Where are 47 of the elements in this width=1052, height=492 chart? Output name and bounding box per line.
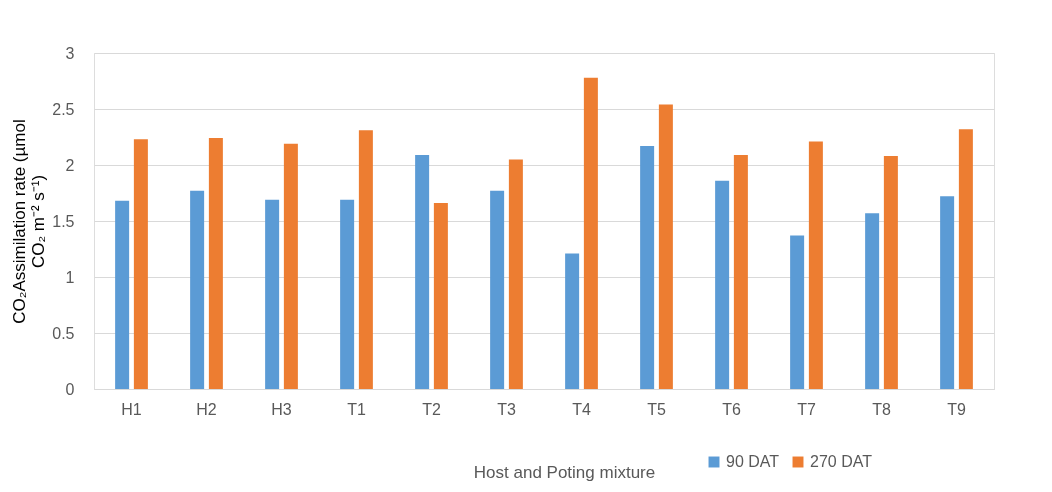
legend-label: 90 DAT — [726, 453, 780, 470]
x-tick-label: T8 — [872, 400, 891, 418]
bar — [208, 138, 223, 389]
bar — [490, 190, 505, 389]
bar — [883, 156, 898, 389]
y-tick-label: 1.5 — [52, 212, 75, 230]
bar — [808, 141, 823, 389]
bar — [565, 253, 580, 389]
bar — [190, 190, 205, 389]
x-tick-label: T1 — [347, 400, 366, 418]
y-tick-label: 3 — [65, 44, 75, 62]
y-tick-label: 0 — [65, 380, 75, 398]
x-tick-label: T3 — [497, 400, 516, 418]
bar — [433, 203, 448, 389]
bar — [133, 139, 148, 389]
bar — [790, 235, 805, 389]
y-axis-title: CO₂Assimilation rate (µmol CO₂ m⁻² s⁻¹) — [10, 119, 49, 324]
x-tick-label: H3 — [271, 400, 292, 418]
x-tick-label: T9 — [947, 400, 966, 418]
x-axis-title: Host and Poting mixture — [473, 462, 656, 482]
y-tick-label: 2 — [65, 156, 75, 174]
bar — [940, 196, 955, 389]
bar — [340, 199, 355, 389]
bar — [958, 129, 973, 389]
bar — [583, 77, 598, 389]
y-tick-label: 2.5 — [52, 100, 75, 118]
bar — [658, 104, 673, 389]
x-tick-label: T2 — [422, 400, 441, 418]
x-tick-label: T4 — [572, 400, 591, 418]
bar — [283, 143, 298, 389]
bar — [715, 180, 730, 389]
bar — [265, 199, 280, 389]
bar — [115, 200, 130, 389]
bar — [415, 154, 430, 389]
bar — [508, 159, 523, 389]
x-tick-label: H1 — [121, 400, 142, 418]
legend-label: 270 DAT — [810, 453, 873, 470]
y-tick-label: 0.5 — [52, 324, 75, 342]
y-tick-label: 1 — [65, 268, 75, 286]
x-tick-label: T7 — [797, 400, 816, 418]
x-tick-label: T6 — [722, 400, 741, 418]
x-tick-label: T5 — [647, 400, 666, 418]
x-tick-label: H2 — [196, 400, 217, 418]
bar — [733, 154, 748, 389]
bar — [640, 145, 655, 389]
bar — [865, 213, 880, 389]
bar — [358, 130, 373, 389]
